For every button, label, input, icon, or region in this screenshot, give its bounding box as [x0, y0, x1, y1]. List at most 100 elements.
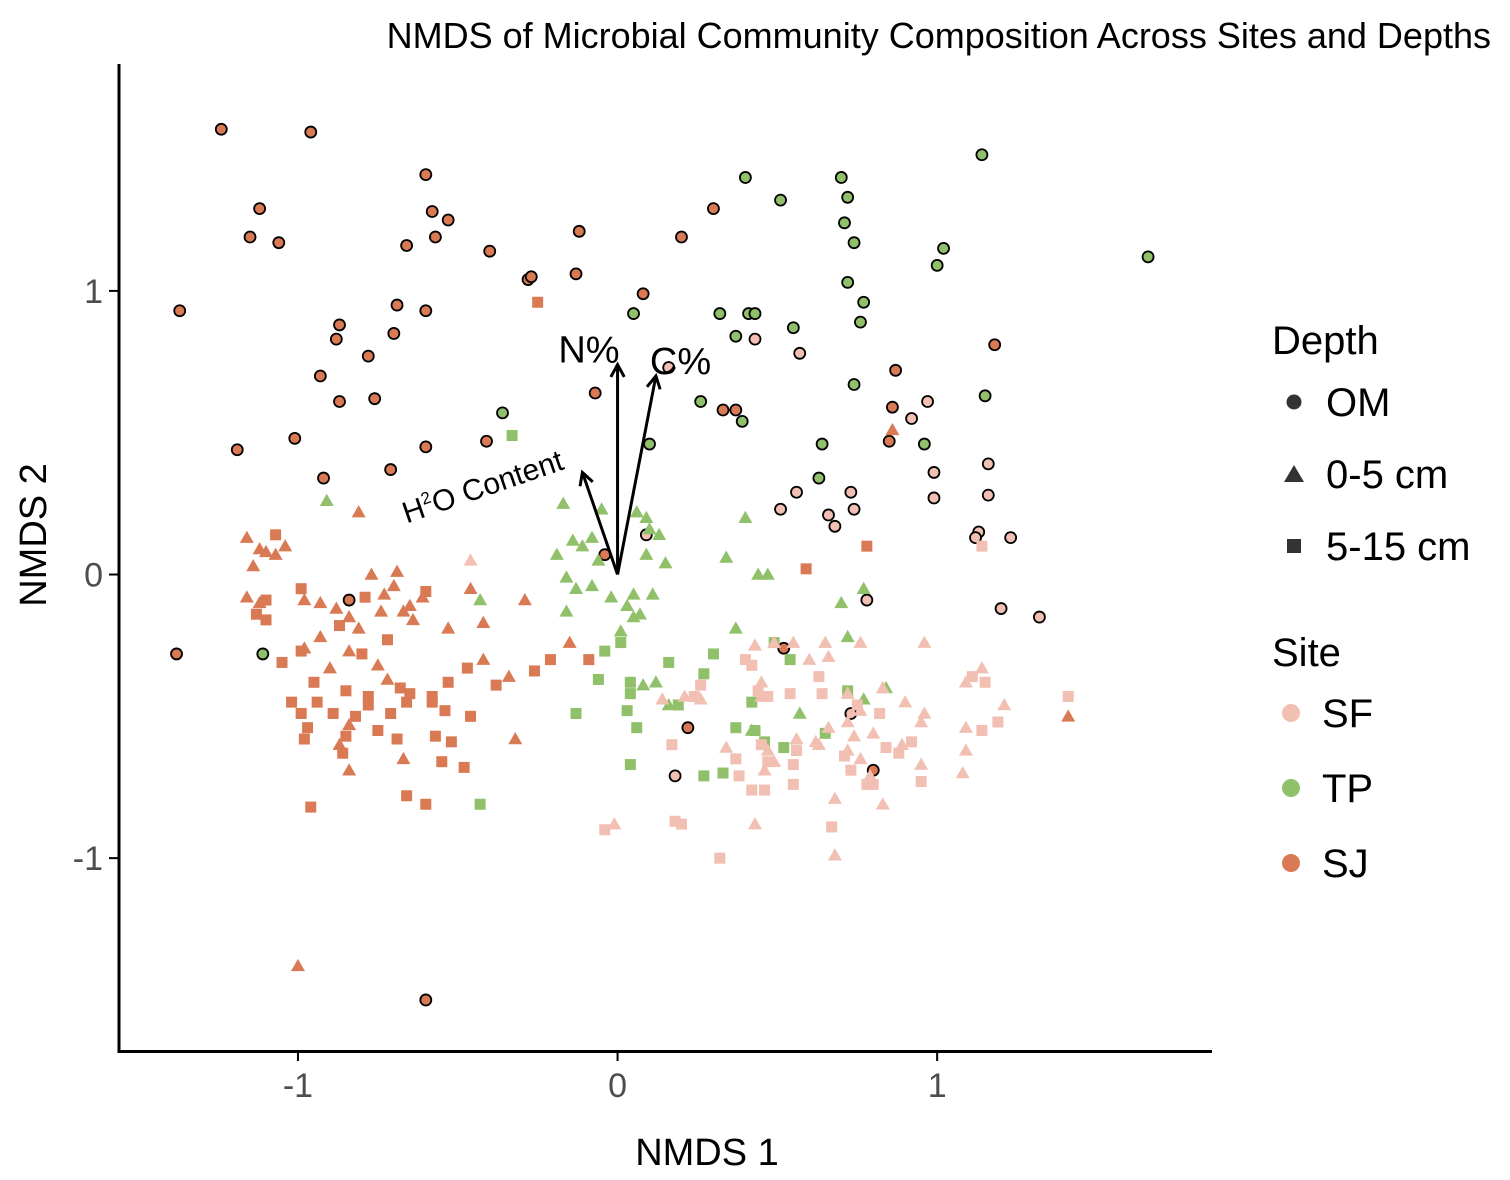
data-point [214, 122, 228, 136]
data-point [834, 171, 848, 184]
data-point [917, 437, 931, 451]
data-point [921, 395, 934, 408]
data-point [759, 784, 771, 796]
data-point [381, 634, 393, 646]
data-point [997, 697, 1012, 711]
data-point [351, 621, 366, 634]
data-point [818, 635, 833, 648]
data-point [875, 797, 890, 810]
data-point [351, 505, 366, 518]
data-point [867, 778, 879, 790]
data-point [607, 817, 622, 830]
data-point [256, 647, 270, 661]
data-point [974, 661, 989, 674]
data-point [792, 706, 807, 719]
data-point [978, 389, 992, 403]
data-point [474, 798, 486, 810]
data-point [243, 230, 257, 244]
legend-title-site: Site [1272, 631, 1341, 675]
data-point [639, 510, 654, 524]
x-tick-label: 1 [928, 1067, 947, 1105]
data-point [812, 471, 826, 485]
data-point [774, 193, 787, 207]
data-point [880, 742, 892, 754]
data-point [746, 696, 758, 708]
data-point [319, 493, 334, 507]
data-point [917, 706, 932, 719]
data-point [707, 202, 720, 216]
data-point [958, 720, 973, 733]
data-point [917, 635, 932, 648]
data-point [1033, 610, 1046, 624]
data-point [544, 654, 556, 666]
data-point [663, 656, 675, 668]
data-point [480, 434, 493, 448]
y-tick-label: 0 [84, 557, 103, 595]
data-point [394, 682, 406, 694]
data-point [847, 729, 862, 742]
data-point [599, 824, 611, 836]
data-point [845, 764, 857, 776]
vector-arrowhead [645, 372, 662, 390]
data-point [340, 685, 352, 697]
data-point [359, 591, 371, 603]
data-points [170, 122, 1155, 1007]
data-point [364, 567, 379, 580]
data-point [327, 707, 339, 719]
data-point [559, 604, 574, 617]
data-point [445, 736, 457, 748]
data-point [632, 607, 647, 620]
data-point [425, 205, 439, 218]
data-point [874, 707, 886, 719]
data-point [332, 737, 347, 750]
data-point [436, 756, 448, 768]
data-point [329, 601, 344, 614]
data-point [569, 581, 584, 594]
data-point [906, 736, 918, 748]
x-tick-label: -1 [283, 1067, 313, 1105]
data-point [648, 675, 663, 688]
data-point [875, 680, 890, 694]
data-point [313, 629, 328, 643]
data-point [362, 690, 374, 702]
data-point [672, 699, 684, 711]
data-point [730, 753, 742, 765]
data-point [728, 621, 743, 634]
data-point [668, 769, 682, 783]
data-point [800, 563, 812, 575]
data-point [746, 784, 758, 796]
data-point [391, 733, 403, 745]
data-point [774, 502, 787, 516]
data-point [361, 349, 375, 363]
data-point [787, 778, 799, 790]
legend-key-site [1282, 779, 1300, 797]
legend-key-triangle [1284, 465, 1304, 482]
data-point [313, 369, 327, 383]
data-point [463, 553, 478, 566]
data-point [789, 732, 804, 745]
data-point [333, 318, 346, 332]
data-point [755, 739, 767, 751]
data-point [508, 732, 523, 745]
vector-label-h2o: H2O Content [398, 443, 568, 530]
data-point [342, 610, 357, 623]
data-point [889, 363, 903, 377]
data-point [681, 721, 695, 735]
data-point [838, 750, 850, 762]
data-point [239, 590, 254, 603]
vector-arrowhead [578, 469, 594, 487]
data-point [748, 332, 762, 346]
data-point [994, 602, 1008, 615]
data-point [694, 395, 708, 408]
legend-label-site: SJ [1322, 842, 1369, 886]
legend-label-site: TP [1322, 767, 1373, 811]
data-point [286, 696, 298, 708]
data-point [840, 715, 855, 728]
data-point [342, 763, 357, 776]
data-point [629, 505, 644, 518]
data-point [419, 304, 433, 318]
data-point [811, 737, 826, 750]
data-point [473, 593, 488, 606]
data-point [643, 437, 656, 451]
data-point [844, 485, 858, 499]
